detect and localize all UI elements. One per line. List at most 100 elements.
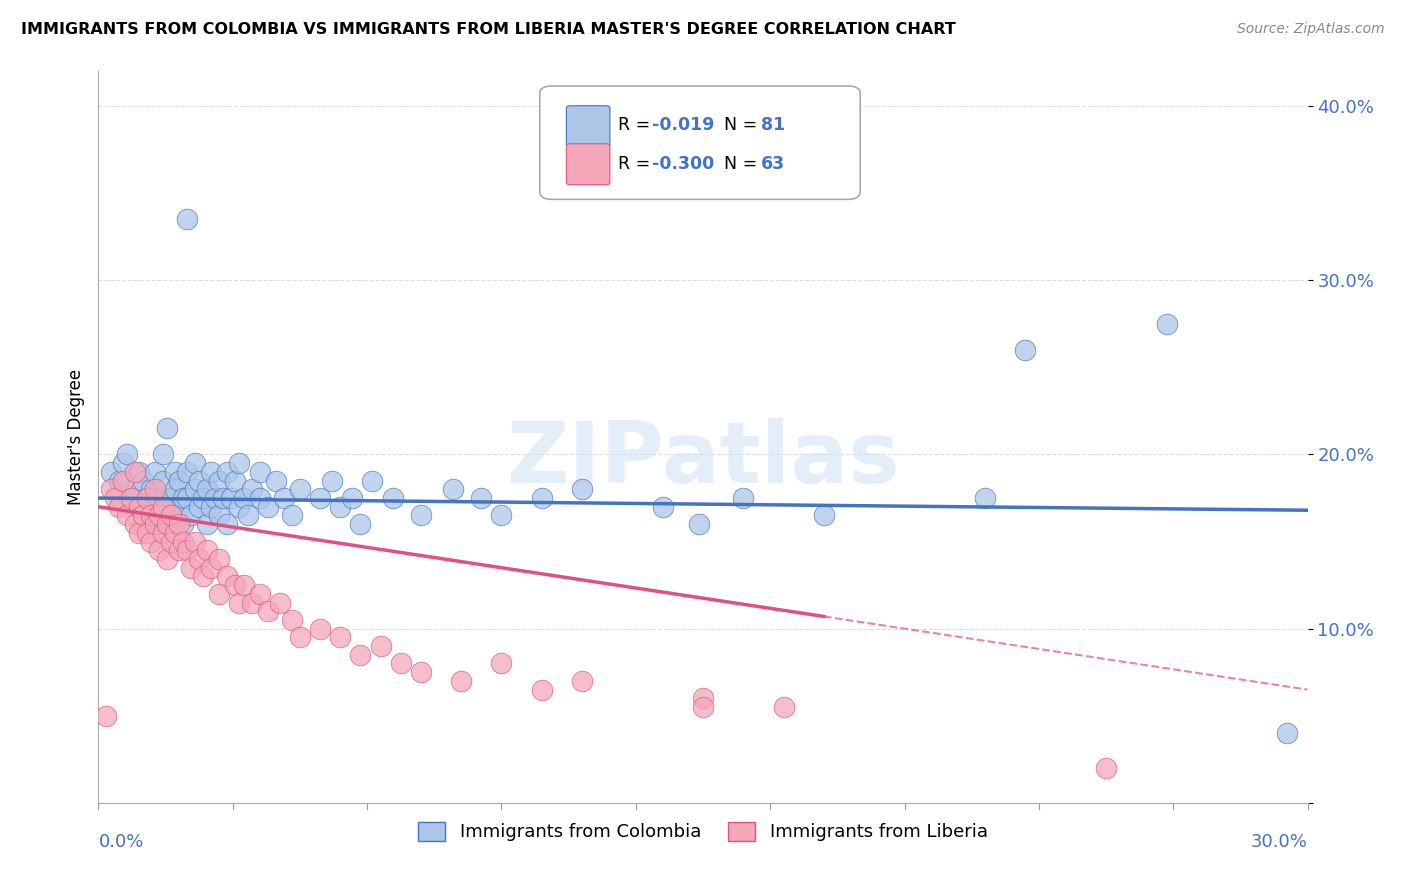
Point [228, 456, 250, 470]
Point [651, 500, 673, 514]
Point [208, 474, 231, 488]
Point [281, 508, 304, 523]
Point [143, 517, 166, 532]
FancyBboxPatch shape [567, 106, 610, 146]
Point [115, 448, 138, 462]
Point [221, 491, 243, 505]
Point [124, 483, 146, 497]
Point [692, 691, 714, 706]
Point [389, 657, 412, 671]
Point [217, 569, 239, 583]
Point [441, 483, 464, 497]
Text: N =: N = [713, 117, 762, 135]
Point [370, 639, 392, 653]
Point [228, 500, 250, 514]
Point [200, 465, 222, 479]
Point [139, 508, 162, 523]
Point [180, 560, 202, 574]
Point [193, 569, 215, 583]
Text: 0.0%: 0.0% [98, 833, 143, 851]
Point [111, 456, 134, 470]
Point [135, 491, 157, 505]
FancyBboxPatch shape [540, 86, 860, 200]
Point [160, 491, 183, 505]
Point [148, 508, 170, 523]
Point [329, 500, 352, 514]
Point [974, 491, 997, 505]
Text: R =: R = [619, 117, 657, 135]
Point [184, 456, 207, 470]
Point [1277, 726, 1299, 740]
Point [184, 534, 207, 549]
Point [256, 500, 278, 514]
Text: R =: R = [619, 154, 657, 172]
Text: Source: ZipAtlas.com: Source: ZipAtlas.com [1237, 22, 1385, 37]
Point [163, 465, 186, 479]
Point [208, 552, 231, 566]
Point [139, 534, 162, 549]
Point [224, 578, 246, 592]
Point [152, 448, 174, 462]
Text: IMMIGRANTS FROM COLOMBIA VS IMMIGRANTS FROM LIBERIA MASTER'S DEGREE CORRELATION : IMMIGRANTS FROM COLOMBIA VS IMMIGRANTS F… [21, 22, 956, 37]
Point [107, 474, 129, 488]
Point [1095, 761, 1118, 775]
Point [188, 500, 211, 514]
Point [156, 500, 179, 514]
Point [167, 517, 190, 532]
Point [329, 631, 352, 645]
Point [152, 474, 174, 488]
Point [172, 491, 194, 505]
Point [309, 622, 332, 636]
Text: 30.0%: 30.0% [1251, 833, 1308, 851]
Point [217, 465, 239, 479]
Point [195, 543, 218, 558]
Point [249, 587, 271, 601]
Point [132, 508, 155, 523]
Point [200, 500, 222, 514]
Point [128, 500, 150, 514]
Point [281, 613, 304, 627]
Point [180, 508, 202, 523]
Point [128, 465, 150, 479]
Point [115, 508, 138, 523]
Point [152, 525, 174, 540]
Point [160, 508, 183, 523]
Point [195, 517, 218, 532]
Y-axis label: Master's Degree: Master's Degree [66, 369, 84, 505]
Point [200, 560, 222, 574]
Point [172, 534, 194, 549]
Point [288, 483, 311, 497]
Point [124, 517, 146, 532]
Point [139, 483, 162, 497]
Point [188, 552, 211, 566]
Point [409, 508, 432, 523]
Point [120, 491, 142, 505]
Point [470, 491, 492, 505]
Point [184, 483, 207, 497]
Point [156, 552, 179, 566]
Point [96, 708, 118, 723]
Point [342, 491, 364, 505]
Text: ZIPatlas: ZIPatlas [506, 417, 900, 500]
Point [381, 491, 404, 505]
Point [208, 587, 231, 601]
Point [176, 491, 198, 505]
Point [139, 508, 162, 523]
Point [156, 517, 179, 532]
Point [361, 474, 384, 488]
Point [100, 483, 122, 497]
Point [530, 682, 553, 697]
Point [148, 491, 170, 505]
Point [269, 595, 291, 609]
Point [813, 508, 835, 523]
Point [176, 212, 198, 227]
Point [530, 491, 553, 505]
Point [195, 483, 218, 497]
Point [1156, 317, 1178, 331]
Point [176, 465, 198, 479]
Point [212, 491, 235, 505]
Point [256, 604, 278, 618]
Point [143, 483, 166, 497]
Text: 63: 63 [761, 154, 785, 172]
Point [1014, 343, 1036, 357]
